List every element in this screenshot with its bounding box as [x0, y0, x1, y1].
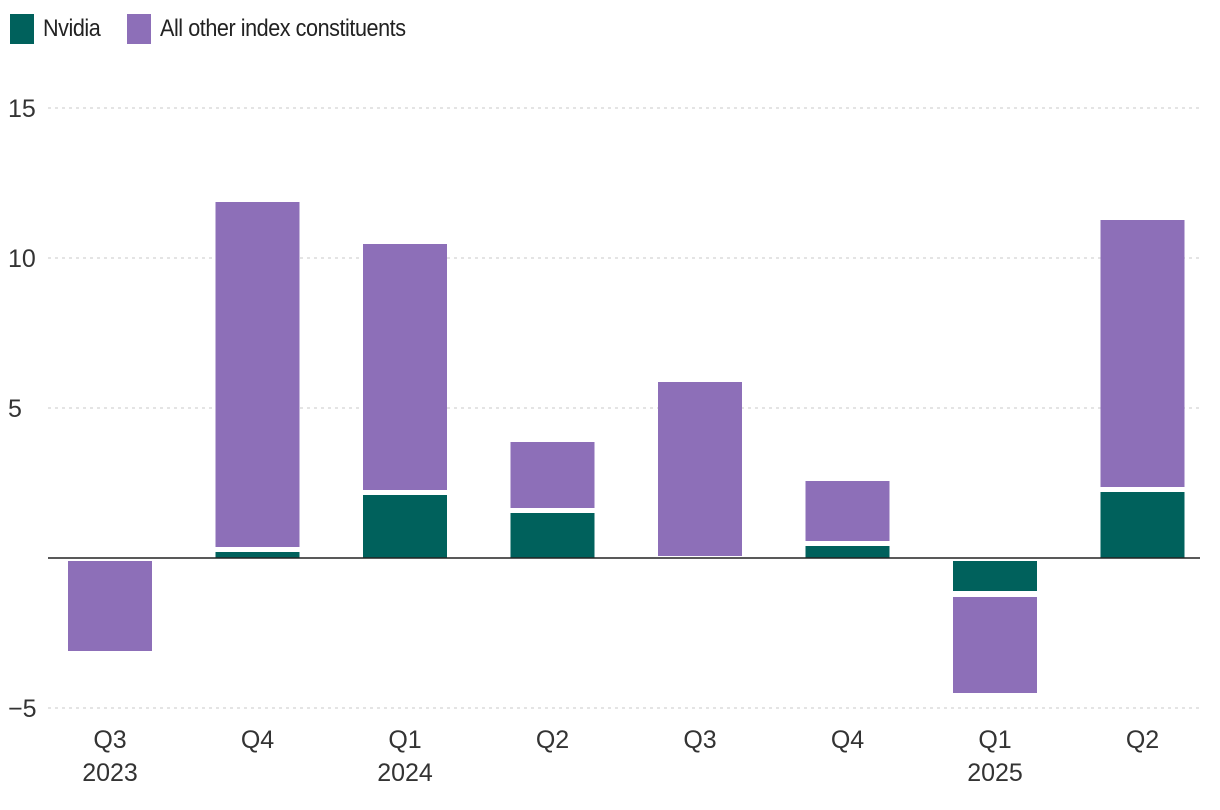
x-year-label: 2025 — [967, 759, 1023, 787]
bar-nvidia — [805, 546, 890, 558]
x-year-label: 2023 — [82, 759, 138, 787]
x-year-label: 2024 — [377, 759, 433, 787]
bar-nvidia — [1100, 492, 1185, 558]
bar-nvidia — [510, 513, 595, 558]
x-tick-label: Q1 — [388, 726, 421, 754]
bars — [68, 202, 1185, 693]
y-tick-label: −5 — [8, 695, 37, 723]
bar-nvidia — [363, 495, 447, 558]
x-tick-label: Q4 — [241, 726, 274, 754]
legend-swatch-others — [126, 14, 151, 44]
y-tick-label: 5 — [8, 395, 22, 423]
x-tick-label: Q3 — [683, 726, 716, 754]
x-tick-label: Q1 — [978, 726, 1011, 754]
x-tick-label: Q4 — [831, 726, 864, 754]
legend-item-nvidia: Nvidia — [10, 14, 107, 44]
bar-nvidia — [953, 561, 1037, 591]
x-tick-label: Q2 — [1126, 726, 1159, 754]
legend-swatch-nvidia — [10, 14, 34, 44]
legend-label-nvidia: Nvidia — [43, 15, 101, 42]
legend: Nvidia All other index constituents — [10, 14, 453, 44]
bar-others — [805, 481, 890, 541]
bar-others — [215, 202, 300, 547]
legend-item-others: All other index constituents — [126, 14, 433, 44]
y-tick-label: 15 — [8, 95, 36, 123]
bar-others — [953, 597, 1037, 693]
bar-others — [510, 442, 595, 508]
x-axis-labels: Q3 2023 Q4 Q1 2024 Q2 Q3 Q4 Q1 2025 Q2 — [82, 726, 1159, 787]
bar-nvidia — [215, 552, 300, 558]
bar-others — [68, 561, 152, 651]
x-tick-label: Q3 — [93, 726, 126, 754]
bar-others — [1100, 220, 1185, 487]
y-tick-label: 10 — [8, 245, 36, 273]
bar-others — [363, 244, 447, 490]
legend-label-others: All other index constituents — [159, 15, 406, 42]
bar-others — [658, 382, 742, 556]
y-axis-tick-labels: −5 5 10 15 — [8, 95, 37, 723]
x-tick-label: Q2 — [536, 726, 569, 754]
